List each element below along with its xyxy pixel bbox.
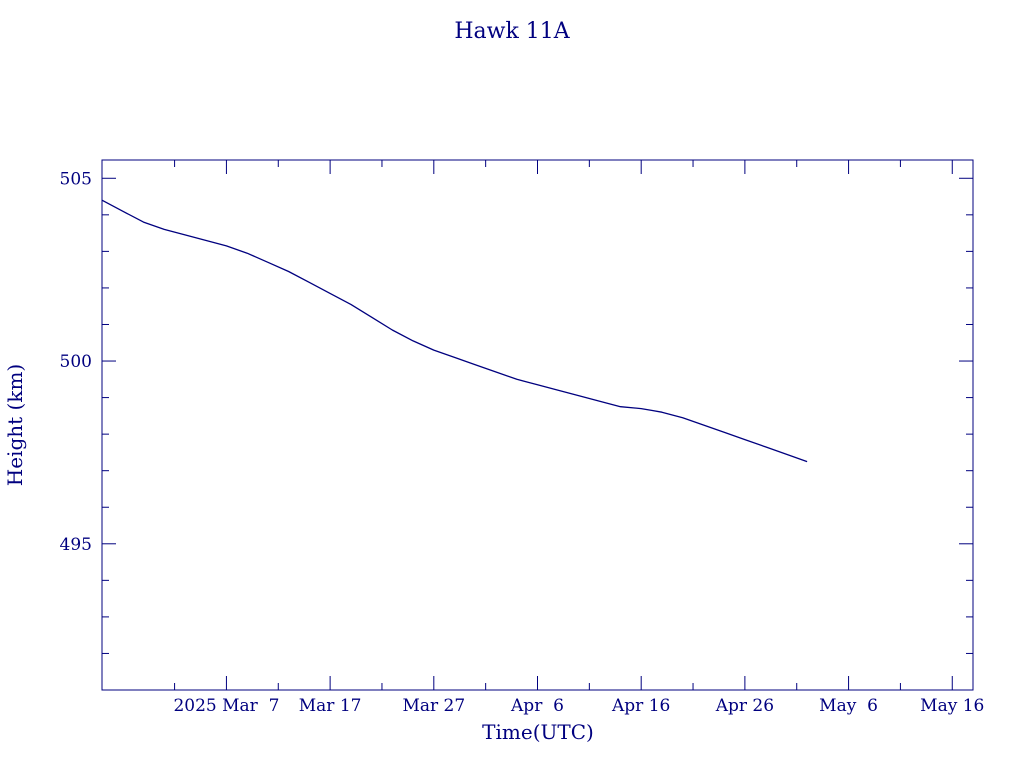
y-tick-label: 500 xyxy=(60,352,92,372)
x-tick-label: May 6 xyxy=(819,696,878,716)
x-tick-label: May 16 xyxy=(920,696,984,716)
axis-ticks xyxy=(102,160,973,691)
y-tick-label: 505 xyxy=(60,169,92,189)
y-tick-labels: 495 500 505 xyxy=(60,169,92,555)
series-layer xyxy=(101,199,808,463)
x-tick-label: 2025 Mar 7 xyxy=(173,696,279,716)
chart-title: Hawk 11A xyxy=(454,19,570,44)
x-tick-label: Apr 16 xyxy=(611,696,670,716)
x-tick-label: Mar 17 xyxy=(299,696,362,716)
x-axis-label: Time(UTC) xyxy=(482,720,594,744)
x-tick-label: Apr 26 xyxy=(715,696,774,716)
plot-frame xyxy=(101,159,974,691)
x-tick-labels: 2025 Mar 7 Mar 17 Mar 27 Apr 6 Apr 16 Apr 26 M… xyxy=(173,696,984,716)
y-tick-label: 495 xyxy=(60,535,92,555)
x-tick-label: Apr 6 xyxy=(510,696,564,716)
series-line-0 xyxy=(101,199,808,463)
x-tick-label: Mar 27 xyxy=(402,696,465,716)
y-axis-label: Height (km) xyxy=(3,364,27,486)
